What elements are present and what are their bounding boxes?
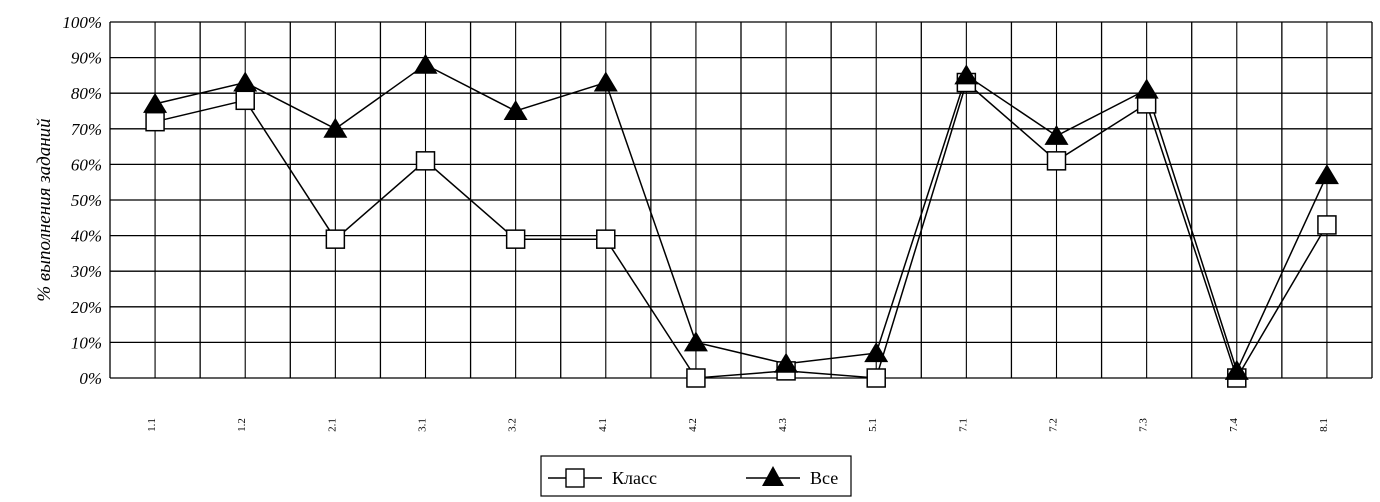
y-axis-tick-labels: 0% 10% 20% 30% 40% 50% 60% 70% 80% 90% 100% [62,13,102,388]
legend: Класс Все [540,455,852,497]
y-tick-label: 10% [71,333,102,352]
x-tick-label: 7.3 [1138,418,1150,432]
x-tick-label: 7.1 [957,418,969,432]
data-point-klass [325,229,346,249]
data-point-klass [596,229,616,249]
x-tick-label: 1.2 [236,418,248,432]
x-tick-label: 4.2 [687,418,699,432]
x-tick-label: 4.1 [597,418,609,432]
y-tick-label: 70% [71,120,102,139]
data-point-klass [686,368,706,388]
legend-entry-vse: Все [746,466,838,488]
x-tick-label: 8.1 [1318,418,1330,432]
x-tick-label: 3.1 [417,418,429,432]
series-line-vse [154,63,1328,373]
data-point-vse [683,331,708,352]
x-tick-label: 2.1 [326,418,338,432]
data-point-vse [1224,359,1249,380]
y-axis-title: % выполнения заданий [34,118,55,302]
x-tick-label: 1.1 [146,418,158,432]
data-point-vse [593,71,618,92]
legend-vse-label: Все [810,468,838,488]
data-point-klass [235,90,255,111]
legend-klass-label: Класс [612,468,657,488]
series-markers [143,53,1339,388]
y-tick-label: 0% [79,369,102,388]
legend-klass-marker [565,468,585,488]
data-point-vse [774,352,799,373]
data-point-klass [1317,215,1337,235]
x-tick-label: 7.2 [1048,418,1060,432]
data-point-klass [866,368,886,388]
data-point-vse [143,92,168,113]
y-tick-label: 90% [71,49,102,68]
y-tick-label: 50% [71,191,102,210]
series-lines [154,63,1328,380]
y-tick-label: 20% [71,298,102,317]
y-tick-label: 30% [70,262,102,281]
y-tick-label: 100% [62,13,102,32]
legend-box [540,455,852,497]
data-point-vse [233,71,258,92]
data-point-vse [864,342,889,363]
data-point-klass [145,111,165,132]
y-tick-label: 60% [71,155,102,174]
data-point-vse [323,117,348,138]
x-tick-label: 7.4 [1228,418,1240,432]
legend-entry-klass: Класс [548,468,657,488]
data-point-klass [1046,151,1067,171]
x-tick-label: 5.1 [867,418,879,432]
data-point-vse [1044,124,1069,145]
series-line-klass [154,81,1328,380]
y-tick-label: 40% [71,227,102,246]
x-tick-label: 4.3 [777,418,789,432]
y-tick-label: 80% [71,84,102,103]
data-point-klass [415,151,436,171]
data-point-vse [503,100,528,120]
data-point-vse [1134,78,1159,99]
data-point-vse [413,53,438,74]
x-tick-label: 3.2 [507,418,519,432]
data-point-klass [505,229,526,249]
legend-vse-marker [762,466,784,486]
data-point-vse [1314,164,1339,185]
grid-lines [109,21,1373,379]
x-axis-tick-labels: 1.1 1.2 2.1 3.1 3.2 4.1 4.2 4.3 5.1 7.1 7.2 7.3 7.4 8… [146,418,1330,432]
data-point-vse [954,64,979,85]
